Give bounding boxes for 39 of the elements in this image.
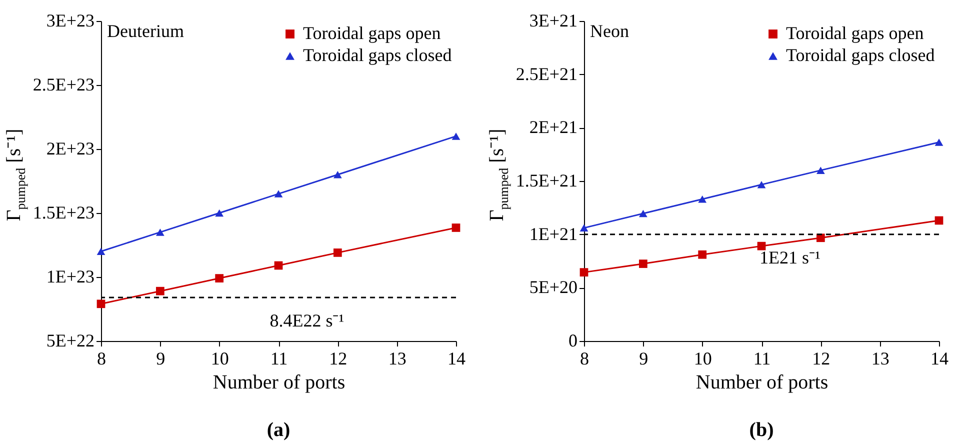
legend-label: Toroidal gaps closed: [786, 45, 935, 65]
y-tick-label: 1.5E+21: [516, 170, 578, 190]
x-tick-label: 14: [448, 348, 466, 368]
y-tick-label: 2.5E+21: [516, 64, 578, 84]
x-tick-label: 8: [580, 348, 589, 368]
ref-line-label: 8.4E22 s⁻¹: [270, 310, 344, 330]
y-tick-label: 3E+23: [46, 10, 94, 30]
y-tick-label: 1E+21: [529, 224, 578, 244]
annotation: Neon: [590, 21, 629, 41]
x-tick-label: 11: [753, 348, 771, 368]
y-tick-label: 1E+23: [46, 266, 94, 286]
y-tick-label: 5E+22: [46, 330, 94, 350]
y-tick-label: 2E+23: [46, 138, 94, 158]
x-tick-label: 8: [97, 348, 106, 368]
x-axis-title: Number of ports: [696, 372, 828, 394]
y-tick-label: 0: [568, 330, 578, 350]
legend-label: Toroidal gaps open: [303, 23, 441, 43]
y-tick-label: 5E+20: [529, 277, 578, 298]
y-tick-label: 1.5E+23: [32, 202, 94, 222]
x-tick-label: 10: [210, 348, 229, 368]
y-tick-label: 2.5E+23: [32, 74, 94, 94]
text: (a): [266, 419, 290, 441]
x-tick-label: 11: [270, 348, 288, 368]
text: (b): [749, 419, 774, 441]
ref-line-label: 1E21 s⁻¹: [759, 247, 820, 268]
x-tick-label: 10: [694, 348, 712, 368]
x-axis-title: Number of ports: [212, 372, 346, 394]
x-tick-label: 12: [329, 348, 348, 368]
legend-label: Toroidal gaps open: [786, 23, 924, 43]
x-tick-label: 12: [812, 348, 830, 368]
x-tick-label: 9: [639, 348, 648, 368]
legend-label: Toroidal gaps closed: [303, 45, 452, 65]
x-tick-label: 13: [388, 348, 406, 368]
x-tick-label: 14: [930, 348, 948, 368]
x-tick-label: 9: [156, 348, 166, 368]
y-tick-label: 3E+21: [529, 10, 578, 30]
annotation: Deuterium: [107, 21, 184, 41]
y-tick-label: 2E+21: [529, 117, 578, 138]
x-tick-label: 13: [871, 348, 890, 368]
